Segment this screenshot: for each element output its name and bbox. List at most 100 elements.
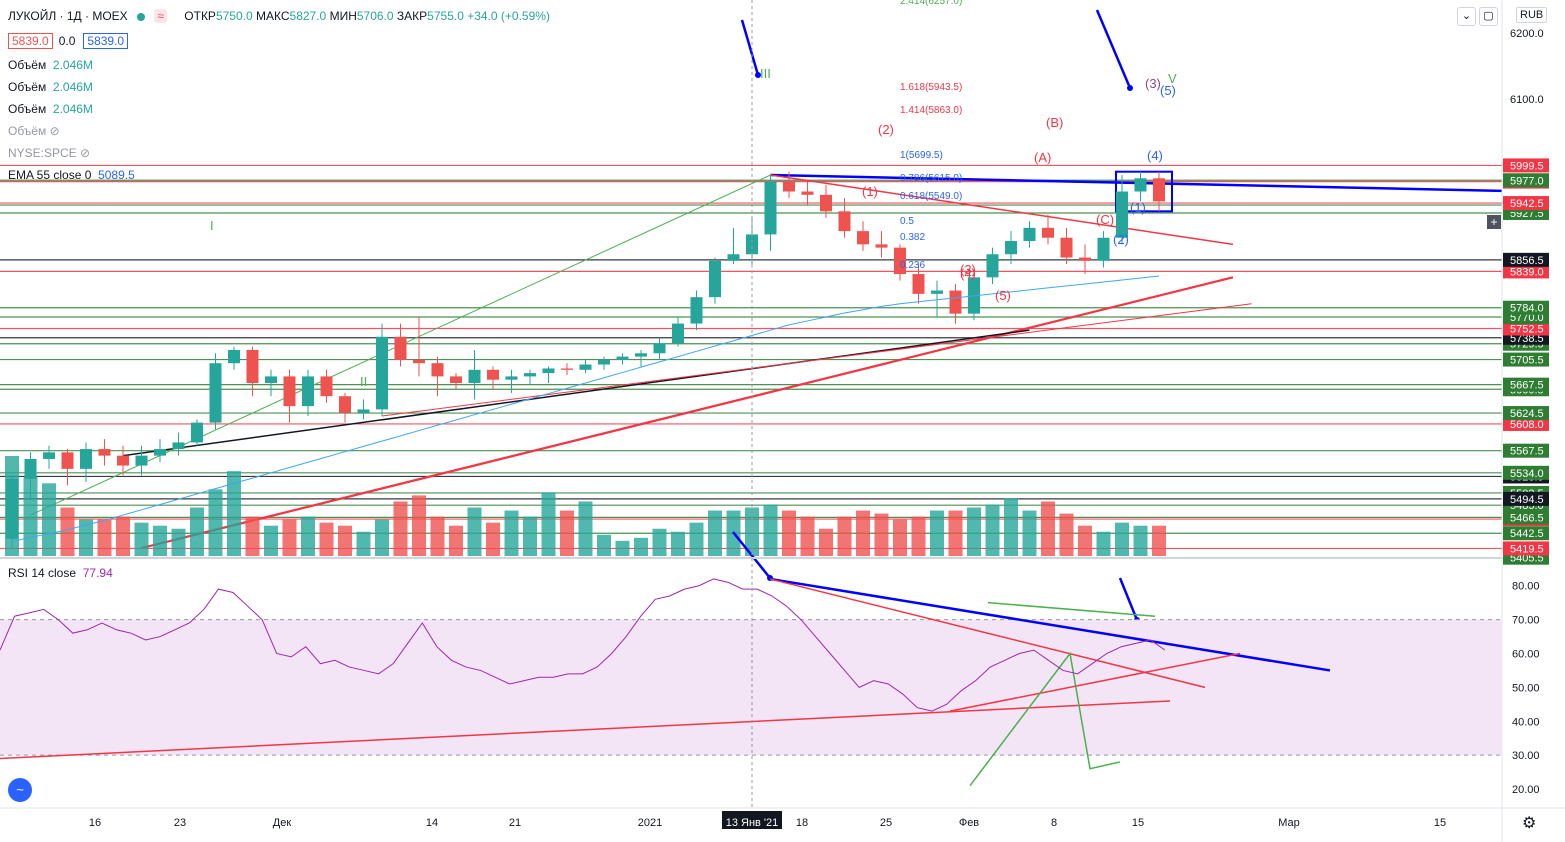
candle-body (117, 455, 129, 466)
candle-body (302, 376, 314, 407)
time-tick-label: 25 (880, 817, 892, 829)
rsi-tick-label: 20.00 (1512, 784, 1540, 796)
volume-bar (208, 489, 223, 556)
symbol-title[interactable]: ЛУКОЙЛ · 1Д · MOEX (8, 9, 128, 23)
candle-body (1042, 227, 1054, 238)
volume-bar (393, 501, 408, 556)
volume-bar (874, 513, 889, 556)
wave-label: (5) (995, 288, 1011, 303)
indicator-label: Объём (8, 58, 47, 72)
open-value: 5750.0 (215, 9, 253, 23)
indicator-row-0[interactable]: Объём 2.046M (8, 58, 93, 72)
volume-bar (597, 534, 611, 556)
currency-label[interactable]: RUB (1516, 7, 1548, 23)
ask-button[interactable]: 5839.0 (83, 33, 129, 49)
price-tag-bg (1503, 465, 1549, 480)
wave-icon[interactable]: ≈ (154, 9, 167, 23)
candle-body (931, 290, 943, 294)
volume-bar (97, 519, 112, 556)
rsi-resistance (769, 577, 1331, 672)
candle-body (783, 181, 795, 192)
volume-bar (245, 516, 260, 556)
indicator-row-1[interactable]: Объём 2.046M (8, 80, 93, 94)
time-tick-label: Фев (959, 817, 979, 829)
time-tick-label: 15 (1132, 817, 1144, 829)
price-tag-bg (1503, 300, 1549, 315)
arrow-head (1127, 85, 1133, 91)
volume-bar (578, 501, 593, 556)
arrow-head (755, 72, 761, 78)
indicator-row-4[interactable]: NYSE:SPCE ⊘ (8, 146, 90, 160)
candle-body (431, 363, 444, 377)
candle-body (690, 297, 703, 324)
price-tick-label: 5667.5 (1510, 380, 1544, 392)
volume-bar (1022, 510, 1037, 556)
rsi-legend[interactable]: RSI 14 close 77.94 (8, 566, 113, 580)
high-value: 5827.0 (289, 9, 327, 23)
wave-label: I (210, 218, 214, 233)
volume-bar (671, 531, 685, 556)
volume-bar (1133, 525, 1148, 556)
volume-bar (634, 537, 648, 556)
eye-off-icon[interactable]: ⊘ (80, 146, 91, 160)
price-tick-label: 5856.5 (1510, 255, 1544, 267)
indicator-row-3[interactable]: Объём ⊘ (8, 124, 60, 138)
volume-bar (60, 507, 75, 556)
wave-label: (2) (878, 122, 894, 137)
chevron-down-icon[interactable]: ⌄ (1457, 7, 1476, 26)
logo-icon[interactable]: ~ (8, 778, 32, 802)
volume-bar (541, 492, 556, 556)
volume-bar (911, 516, 926, 556)
arrow-shaft (1118, 577, 1139, 621)
fib-label: 0.786(5615.0) (900, 173, 962, 184)
fib-label: 0.618(5549.0) (900, 191, 962, 202)
indicator-label: Объём (8, 80, 47, 94)
price-tick-label: 5442.5 (1510, 528, 1544, 540)
eye-off-icon[interactable]: ⊘ (49, 124, 60, 138)
volume-bar (819, 528, 833, 556)
indicator-row-5[interactable]: EMA 55 close 0 5089.5 (8, 168, 135, 182)
indicator-value: 2.046M (52, 102, 93, 116)
price-tick-label: 5738.5 (1510, 333, 1544, 345)
candle-body (320, 376, 333, 397)
candle-body (524, 373, 536, 377)
candle-body (246, 349, 259, 384)
candle-body (505, 376, 518, 380)
maximize-icon[interactable]: ▢ (1479, 7, 1498, 26)
indicator-row-2[interactable]: Объём 2.046M (8, 102, 93, 116)
candle-body (394, 336, 407, 360)
gear-icon[interactable]: ⚙ (1522, 815, 1537, 832)
volume-bar (134, 522, 149, 556)
volume-bar (319, 522, 334, 556)
candle-body (561, 368, 573, 370)
wave-label: (4) (1147, 148, 1163, 163)
price-tick-label: 5977.0 (1510, 175, 1544, 187)
change-value: +34.0 (+0.59%) (467, 9, 550, 23)
spread-value: 0.0 (58, 34, 76, 48)
plus-icon[interactable]: + (1487, 215, 1501, 229)
wave-label: (A) (1034, 150, 1051, 165)
candle-body (265, 376, 277, 384)
volume-bar (356, 531, 371, 556)
wave-label: (3) (960, 262, 976, 277)
price-tick-label: 5419.5 (1510, 543, 1544, 555)
candle-body (1097, 237, 1110, 261)
candle-body (43, 452, 55, 459)
time-tick-label: 15 (1434, 817, 1446, 829)
price-axis[interactable]: 5405.55419.55442.55464.05466.55485.05503… (1503, 28, 1549, 565)
bid-button[interactable]: 5839.0 (8, 33, 53, 49)
rsi-axis[interactable]: 20.00 30.00 40.00 50.00 60.00 70.00 80.00 (1512, 581, 1540, 796)
candle-body (875, 244, 888, 248)
fib-labels: 2.414(6257.0) 1.618(5943.5) 1.414(5863.0) 1… (900, 0, 962, 271)
symbol-legend: ЛУКОЙЛ · 1Д · MOEX ≈ ОТКР5750.0 МАКС5827… (8, 9, 550, 23)
wave-label: (C) (1096, 212, 1114, 227)
volume-bar (171, 528, 186, 556)
time-axis[interactable]: 16 23 Дек 14 21 2021 13 Янв '21 18 25 Фев 8 15 Мар 15 (89, 811, 1446, 829)
price-tick-label: 5770.0 (1510, 312, 1544, 324)
price-tag-bg (1503, 377, 1549, 392)
time-tick-label: 2021 (638, 817, 662, 829)
volume-bar (1041, 501, 1055, 556)
wave-labels: IIIIII(3)(5)(4)(2)(1)(B)(A)(C)(2)(1)(4)(… (210, 66, 1177, 389)
time-tick-label: 16 (89, 817, 101, 829)
